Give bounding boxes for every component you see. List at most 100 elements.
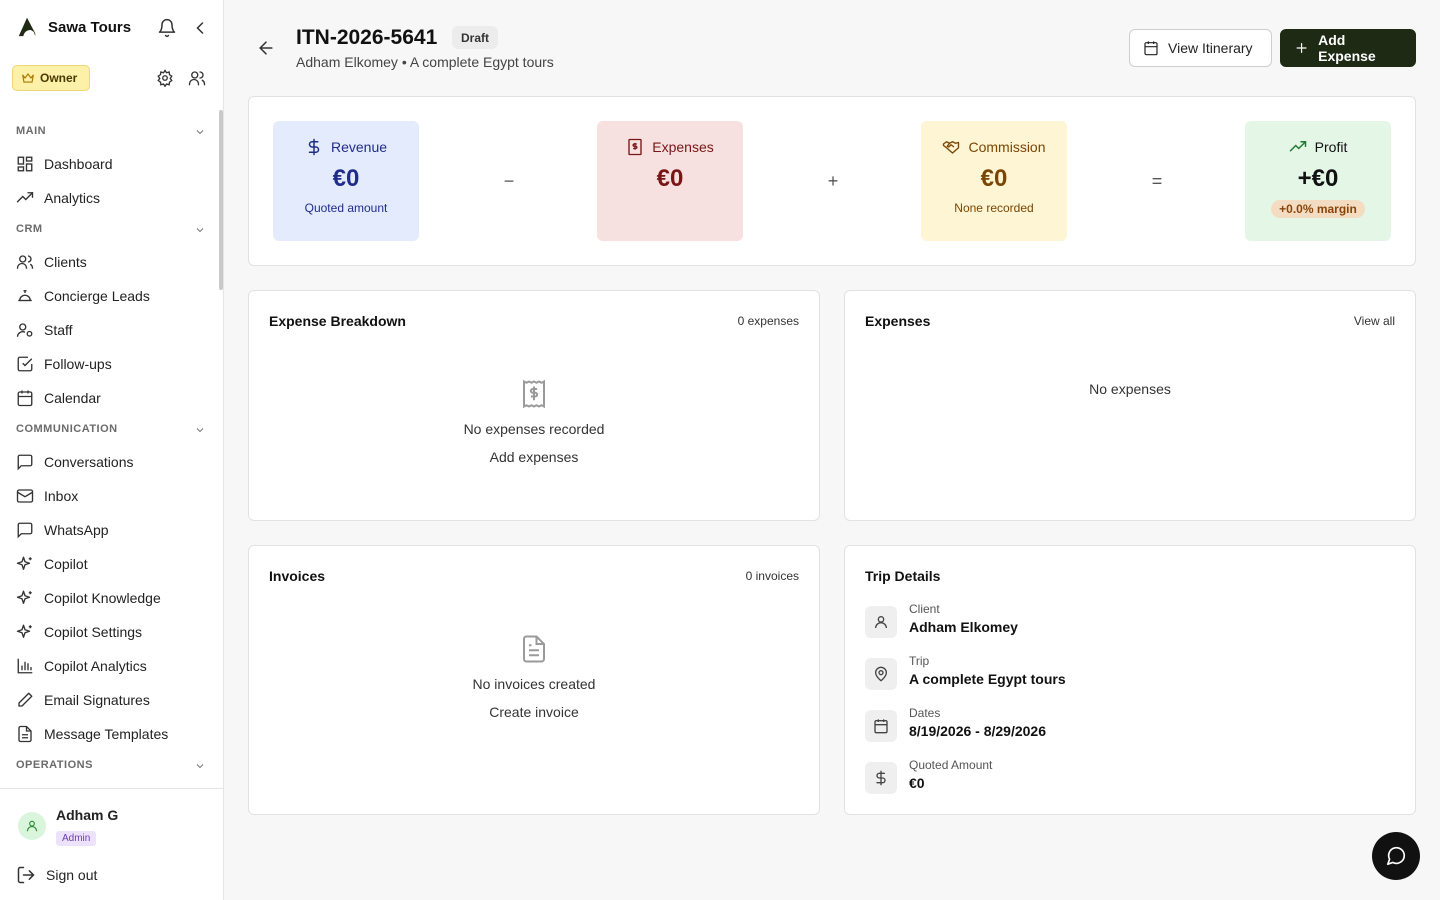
view-all-link[interactable]: View all xyxy=(1353,314,1395,328)
chat-support-button[interactable] xyxy=(1372,832,1420,880)
sidebar-header: Sawa Tours xyxy=(0,0,223,56)
sidebar-footer: Adham G Admin Sign out xyxy=(0,788,223,900)
sidebar-item-follow-ups[interactable]: Follow-ups xyxy=(8,348,214,380)
map-pin-icon xyxy=(865,658,897,690)
sidebar: Sawa Tours Owner MAIN Dashboard Analytic… xyxy=(0,0,224,900)
panel-title: Invoices xyxy=(269,568,326,584)
expenses-card: Expenses €0 xyxy=(597,121,743,241)
app-logo-icon xyxy=(18,17,36,37)
expense-count: 0 expenses xyxy=(737,314,799,328)
view-itinerary-label: View Itinerary xyxy=(1168,40,1253,56)
create-invoice-link[interactable]: Create invoice xyxy=(489,704,579,720)
panel-title: Trip Details xyxy=(865,568,941,584)
add-expenses-link[interactable]: Add expenses xyxy=(489,449,579,465)
message-square-icon xyxy=(17,454,33,471)
avatar[interactable] xyxy=(18,812,46,840)
owner-label: Owner xyxy=(40,71,78,85)
page-subtitle: Adham Elkomey • A complete Egypt tours xyxy=(296,54,554,70)
log-out-icon xyxy=(17,866,35,884)
revenue-card: Revenue €0 Quoted amount xyxy=(273,121,419,241)
expense-breakdown-panel: Expense Breakdown 0 expenses No expenses… xyxy=(248,290,820,521)
page-title: ITN-2026-5641 xyxy=(296,26,438,49)
user-icon xyxy=(865,606,897,638)
sidebar-item-calendar[interactable]: Calendar xyxy=(8,382,214,414)
sidebar-item-message-templates[interactable]: Message Templates xyxy=(8,718,214,750)
chevron-down-icon xyxy=(196,764,204,769)
file-text-icon xyxy=(18,725,32,743)
file-text-icon xyxy=(523,635,545,663)
sidebar-item-copilot-knowledge[interactable]: Copilot Knowledge xyxy=(8,582,214,614)
section-main[interactable]: MAIN xyxy=(16,125,206,141)
sidebar-item-concierge-leads[interactable]: Concierge Leads xyxy=(8,280,214,312)
expenses-value: €0 xyxy=(656,165,684,192)
sidebar-item-staff[interactable]: Staff xyxy=(8,314,214,346)
detail-trip: Trip A complete Egypt tours xyxy=(865,654,1385,694)
status-badge: Draft xyxy=(452,26,499,49)
plus-operator: + xyxy=(827,171,839,191)
sidebar-item-label: Conversations xyxy=(44,454,134,470)
sparkles-icon xyxy=(16,556,32,570)
section-crm[interactable]: CRM xyxy=(16,223,206,239)
chevron-down-icon xyxy=(196,130,204,135)
revenue-note: Quoted amount xyxy=(304,201,388,215)
concierge-bell-icon xyxy=(18,290,32,302)
sidebar-item-conversations[interactable]: Conversations xyxy=(8,446,214,478)
detail-label: Dates xyxy=(909,706,941,720)
trending-up-icon xyxy=(1289,141,1306,152)
section-label: CRM xyxy=(16,223,43,235)
sidebar-item-clients[interactable]: Clients xyxy=(8,246,214,278)
view-itinerary-button[interactable]: View Itinerary xyxy=(1129,29,1272,67)
calendar-icon xyxy=(865,710,897,742)
sidebar-item-label: Calendar xyxy=(44,390,101,406)
sidebar-item-whatsapp[interactable]: WhatsApp xyxy=(8,514,214,546)
sidebar-item-label: WhatsApp xyxy=(44,522,109,538)
sidebar-item-copilot-analytics[interactable]: Copilot Analytics xyxy=(8,650,214,682)
trending-up-icon xyxy=(16,192,34,203)
trip-details-panel: Trip Details Client Adham Elkomey Trip A… xyxy=(844,545,1416,815)
sidebar-item-label: Message Templates xyxy=(44,726,169,742)
add-expense-button[interactable]: Add Expense xyxy=(1280,29,1416,67)
section-label: COMMUNICATION xyxy=(16,423,118,435)
detail-label: Quoted Amount xyxy=(909,758,993,772)
financial-summary: Revenue €0 Quoted amount − Expenses €0 +… xyxy=(248,96,1416,266)
section-label: OPERATIONS xyxy=(16,759,93,771)
sidebar-item-label: Copilot Knowledge xyxy=(44,590,161,606)
detail-label: Client xyxy=(909,602,940,616)
check-square-icon xyxy=(17,356,33,372)
sidebar-item-inbox[interactable]: Inbox xyxy=(8,480,214,512)
margin-badge: +0.0% margin xyxy=(1271,200,1365,218)
empty-state-text: No expenses xyxy=(1089,381,1171,397)
role-badge: Admin xyxy=(56,831,97,846)
empty-state-text: No invoices created xyxy=(472,676,596,692)
expenses-panel: Expenses View all No expenses xyxy=(844,290,1416,521)
sparkles-icon xyxy=(16,624,32,638)
sign-out-label: Sign out xyxy=(46,867,98,883)
empty-state-text: No expenses recorded xyxy=(463,421,605,437)
panel-title: Expenses xyxy=(865,313,931,329)
collapse-sidebar-chevron-left-icon[interactable] xyxy=(190,18,210,38)
sign-out-button[interactable]: Sign out xyxy=(16,863,97,887)
sidebar-item-analytics[interactable]: Analytics xyxy=(8,182,214,214)
notifications-bell-icon[interactable] xyxy=(157,18,177,38)
detail-label: Trip xyxy=(909,654,930,668)
panel-title: Expense Breakdown xyxy=(269,313,406,329)
section-label: MAIN xyxy=(16,125,47,137)
sidebar-item-copilot[interactable]: Copilot xyxy=(8,548,214,580)
handshake-icon xyxy=(943,141,960,154)
revenue-value: €0 xyxy=(332,165,360,192)
sidebar-item-label: Analytics xyxy=(44,190,101,206)
sidebar-item-label: Concierge Leads xyxy=(44,288,150,304)
invoices-panel: Invoices 0 invoices No invoices created … xyxy=(248,545,820,815)
sidebar-item-email-signatures[interactable]: Email Signatures xyxy=(8,684,214,716)
invoice-count: 0 invoices xyxy=(745,569,799,583)
settings-gear-icon[interactable] xyxy=(156,69,174,87)
profit-card: Profit +€0 +0.0% margin xyxy=(1245,121,1391,241)
section-operations[interactable]: OPERATIONS xyxy=(16,759,206,775)
section-communication[interactable]: COMMUNICATION xyxy=(16,423,206,439)
back-arrow-icon[interactable] xyxy=(256,38,276,58)
team-users-icon[interactable] xyxy=(188,69,206,87)
sidebar-item-copilot-settings[interactable]: Copilot Settings xyxy=(8,616,214,648)
sidebar-item-dashboard[interactable]: Dashboard xyxy=(8,148,214,180)
sidebar-scrollbar[interactable] xyxy=(219,110,223,290)
dollar-icon xyxy=(308,138,320,156)
